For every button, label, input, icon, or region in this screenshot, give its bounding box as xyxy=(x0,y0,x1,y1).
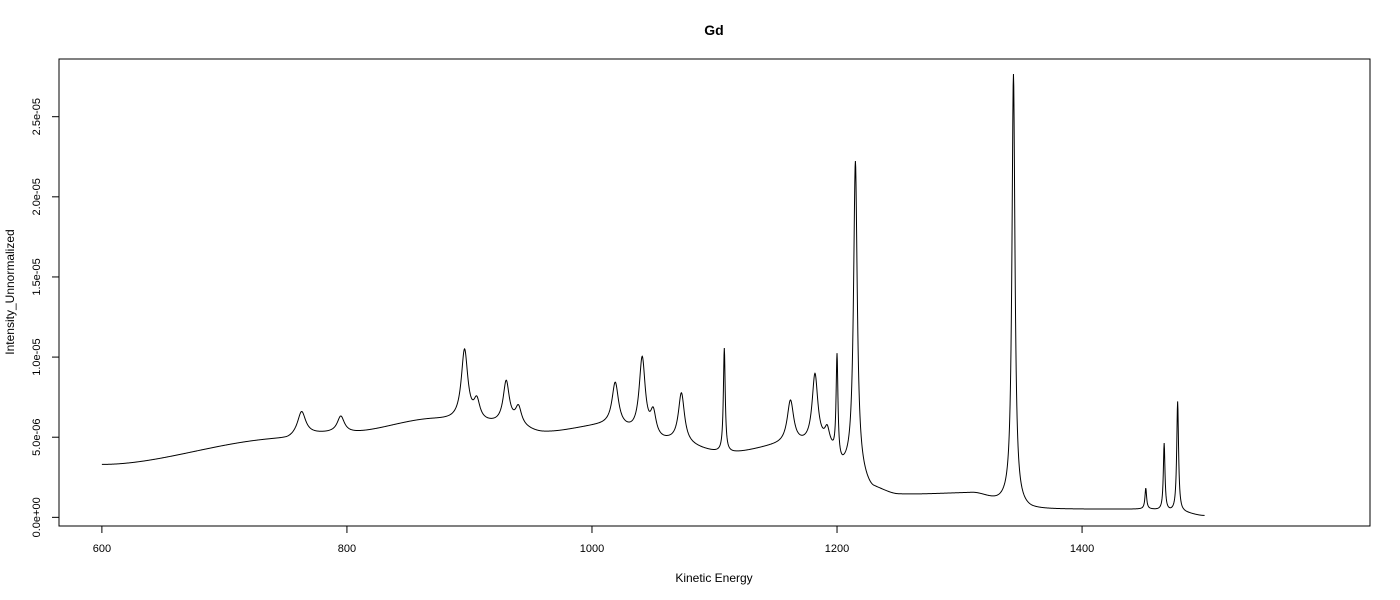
y-tick-label: 1.0e-05 xyxy=(31,338,43,375)
y-axis: 0.0e+00 5.0e-06 1.0e-05 1.5e-05 2.0e-05 2.5e-… xyxy=(31,98,60,537)
intensity-series-line xyxy=(101,74,1205,516)
x-tick-label: 1200 xyxy=(825,543,849,555)
y-axis-label: Intensity_Unnormalized xyxy=(3,229,17,354)
chart-title: Gd xyxy=(704,22,723,38)
y-tick-label: 0.0e+00 xyxy=(31,497,43,537)
x-tick-label: 800 xyxy=(338,543,356,555)
plot-frame xyxy=(58,58,1371,527)
x-tick-label: 1400 xyxy=(1070,543,1094,555)
y-tick-label: 2.0e-05 xyxy=(31,178,43,215)
x-tick-label: 1000 xyxy=(580,543,604,555)
y-tick-label: 5.0e-06 xyxy=(31,419,43,456)
x-axis-label: Kinetic Energy xyxy=(675,571,752,585)
x-tick-label: 600 xyxy=(93,543,111,555)
x-axis: 600 800 1000 1200 1400 xyxy=(93,525,1094,555)
y-tick-label: 2.5e-05 xyxy=(31,98,43,135)
y-tick-label: 1.5e-05 xyxy=(31,258,43,295)
